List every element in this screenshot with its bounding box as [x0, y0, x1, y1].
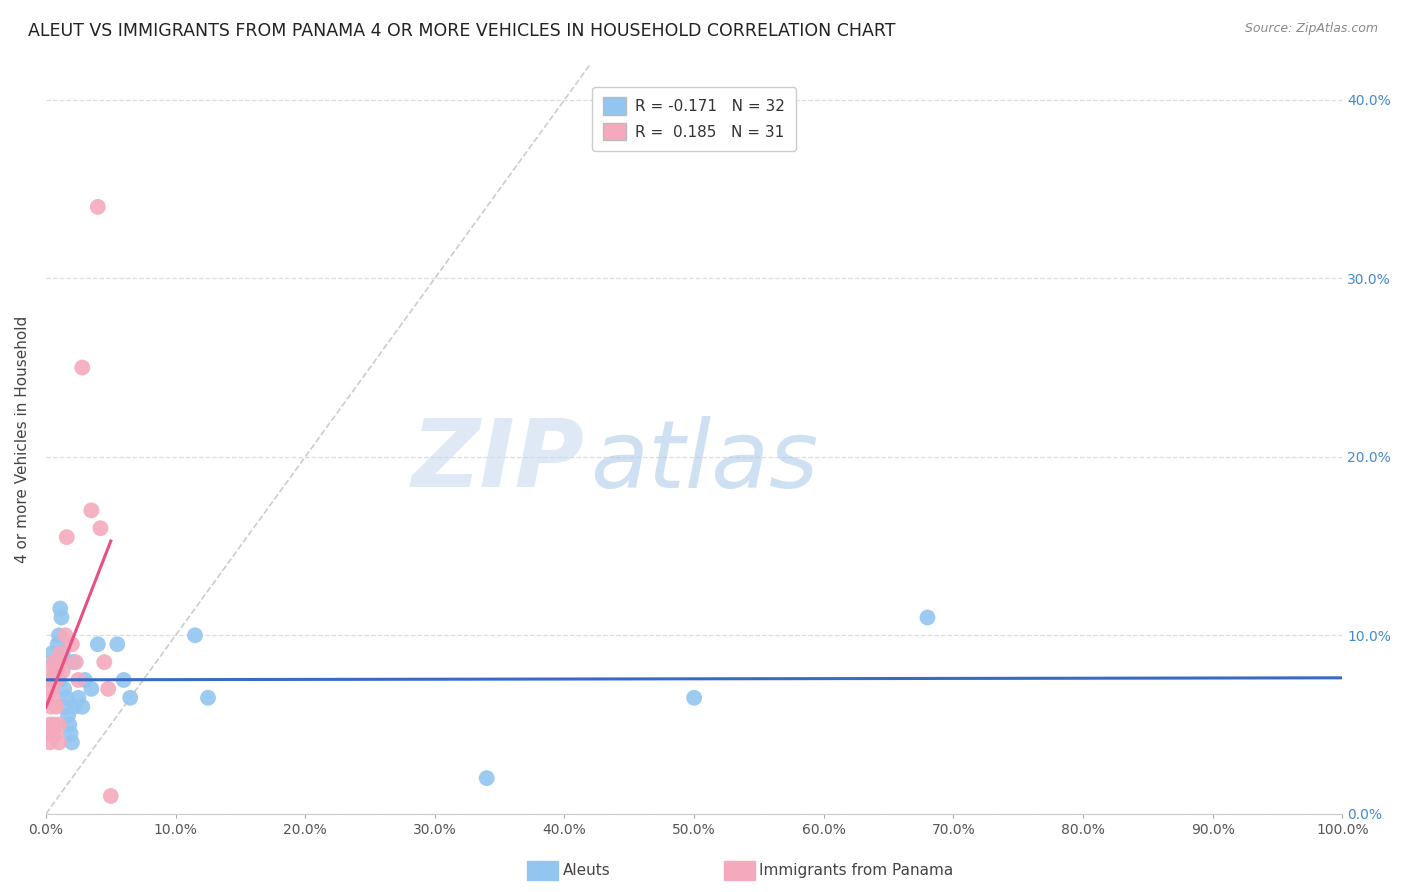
Point	[52, 664, 75, 678]
Point	[45, 699, 67, 714]
Point	[49, 646, 72, 660]
Point	[60, 735, 83, 749]
Point	[120, 690, 142, 705]
Point	[72, 699, 94, 714]
Point	[60, 637, 83, 651]
Point	[917, 610, 939, 624]
Point	[53, 681, 76, 696]
Point	[55, 628, 77, 642]
Point	[80, 681, 103, 696]
Point	[48, 717, 70, 731]
Point	[44, 726, 66, 740]
Point	[48, 735, 70, 749]
Point	[67, 690, 90, 705]
Point	[48, 628, 70, 642]
Point	[100, 789, 122, 803]
Point	[58, 717, 80, 731]
Point	[105, 637, 128, 651]
Point	[41, 681, 63, 696]
Point	[41, 673, 63, 687]
Point	[42, 655, 65, 669]
Point	[51, 610, 73, 624]
Point	[39, 699, 62, 714]
Point	[52, 646, 75, 660]
Point	[59, 726, 82, 740]
Text: Immigrants from Panama: Immigrants from Panama	[759, 863, 953, 878]
Text: atlas: atlas	[591, 416, 818, 507]
Point	[41, 664, 63, 678]
Point	[48, 673, 70, 687]
Point	[62, 655, 84, 669]
Point	[72, 360, 94, 375]
Text: ALEUT VS IMMIGRANTS FROM PANAMA 4 OR MORE VEHICLES IN HOUSEHOLD CORRELATION CHAR: ALEUT VS IMMIGRANTS FROM PANAMA 4 OR MOR…	[28, 22, 896, 40]
Legend: R = -0.171   N = 32, R =  0.185   N = 31: R = -0.171 N = 32, R = 0.185 N = 31	[592, 87, 796, 151]
Point	[184, 628, 207, 642]
Point	[63, 699, 86, 714]
Text: Aleuts: Aleuts	[562, 863, 610, 878]
Point	[51, 655, 73, 669]
Point	[87, 637, 110, 651]
Point	[55, 530, 77, 544]
Point	[55, 690, 77, 705]
Point	[45, 673, 67, 687]
Point	[87, 200, 110, 214]
Point	[65, 655, 87, 669]
Point	[97, 681, 120, 696]
Point	[56, 708, 79, 723]
Point	[89, 521, 111, 535]
Point	[197, 690, 219, 705]
Point	[55, 699, 77, 714]
Text: Source: ZipAtlas.com: Source: ZipAtlas.com	[1244, 22, 1378, 36]
Point	[45, 673, 67, 687]
Point	[41, 646, 63, 660]
Y-axis label: 4 or more Vehicles in Household: 4 or more Vehicles in Household	[15, 315, 30, 563]
Point	[42, 655, 65, 669]
Point	[93, 655, 115, 669]
Point	[46, 664, 69, 678]
Point	[42, 717, 65, 731]
Point	[38, 717, 60, 731]
Point	[475, 771, 498, 785]
Point	[80, 503, 103, 517]
Point	[41, 690, 63, 705]
Point	[46, 637, 69, 651]
Point	[49, 601, 72, 615]
Point	[67, 673, 90, 687]
Point	[112, 673, 135, 687]
Point	[38, 735, 60, 749]
Point	[73, 673, 96, 687]
Point	[39, 726, 62, 740]
Point	[44, 664, 66, 678]
Point	[683, 690, 706, 705]
Text: ZIP: ZIP	[411, 416, 583, 508]
